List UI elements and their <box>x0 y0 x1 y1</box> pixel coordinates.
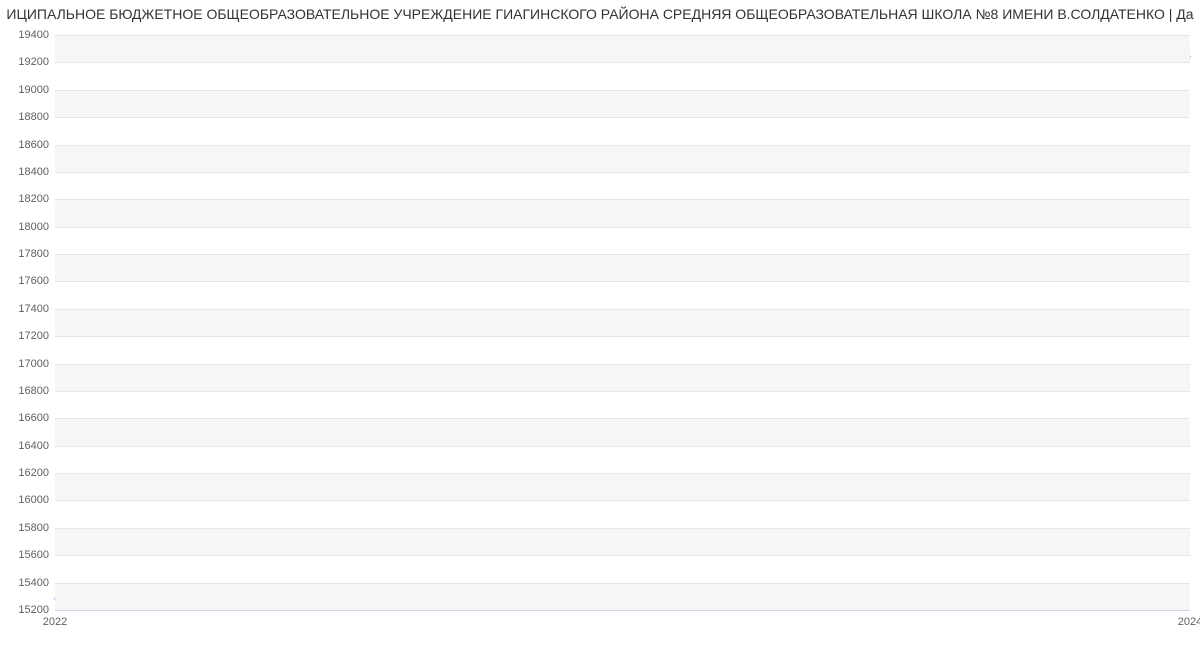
y-tick-label: 16800 <box>18 385 55 397</box>
grid-line <box>55 391 1190 392</box>
y-tick-label: 16600 <box>18 412 55 424</box>
y-tick-label: 16000 <box>18 494 55 506</box>
grid-band <box>55 446 1190 473</box>
grid-line <box>55 90 1190 91</box>
y-tick-label: 17400 <box>18 303 55 315</box>
grid-band <box>55 473 1190 500</box>
y-tick-label: 19000 <box>18 84 55 96</box>
y-tick-label: 18000 <box>18 221 55 233</box>
x-tick-label: 2022 <box>43 610 67 628</box>
grid-line <box>55 145 1190 146</box>
y-tick-label: 15400 <box>18 577 55 589</box>
plot-area: 1520015400156001580016000162001640016600… <box>55 35 1190 610</box>
y-tick-label: 15800 <box>18 522 55 534</box>
grid-line <box>55 528 1190 529</box>
y-tick-label: 17800 <box>18 248 55 260</box>
grid-band <box>55 528 1190 555</box>
grid-line <box>55 62 1190 63</box>
grid-line <box>55 583 1190 584</box>
y-tick-label: 18800 <box>18 111 55 123</box>
y-tick-label: 15600 <box>18 549 55 561</box>
y-tick-label: 16400 <box>18 440 55 452</box>
chart-container: ИЦИПАЛЬНОЕ БЮДЖЕТНОЕ ОБЩЕОБРАЗОВАТЕЛЬНОЕ… <box>0 0 1200 650</box>
grid-band <box>55 500 1190 527</box>
grid-band <box>55 281 1190 308</box>
grid-band <box>55 583 1190 610</box>
grid-band <box>55 62 1190 89</box>
grid-band <box>55 145 1190 172</box>
grid-band <box>55 364 1190 391</box>
y-tick-label: 16200 <box>18 467 55 479</box>
grid-line <box>55 446 1190 447</box>
grid-line <box>55 364 1190 365</box>
grid-line <box>55 309 1190 310</box>
grid-line <box>55 418 1190 419</box>
y-tick-label: 19200 <box>18 56 55 68</box>
grid-band <box>55 336 1190 363</box>
y-tick-label: 17600 <box>18 275 55 287</box>
grid-line <box>55 227 1190 228</box>
y-tick-label: 18200 <box>18 193 55 205</box>
grid-line <box>55 500 1190 501</box>
grid-band <box>55 555 1190 582</box>
grid-line <box>55 172 1190 173</box>
x-axis-line <box>55 610 1190 611</box>
y-tick-label: 17000 <box>18 358 55 370</box>
grid-band <box>55 199 1190 226</box>
grid-band <box>55 35 1190 62</box>
grid-band <box>55 90 1190 117</box>
grid-line <box>55 35 1190 36</box>
y-tick-label: 18400 <box>18 166 55 178</box>
grid-band <box>55 418 1190 445</box>
chart-title: ИЦИПАЛЬНОЕ БЮДЖЕТНОЕ ОБЩЕОБРАЗОВАТЕЛЬНОЕ… <box>0 6 1200 22</box>
grid-band <box>55 227 1190 254</box>
grid-line <box>55 117 1190 118</box>
grid-band <box>55 254 1190 281</box>
grid-line <box>55 336 1190 337</box>
grid-band <box>55 117 1190 144</box>
y-tick-label: 19400 <box>18 29 55 41</box>
grid-line <box>55 281 1190 282</box>
grid-line <box>55 199 1190 200</box>
grid-line <box>55 555 1190 556</box>
grid-band <box>55 391 1190 418</box>
grid-band <box>55 172 1190 199</box>
x-tick-label: 2024 <box>1178 610 1200 628</box>
grid-line <box>55 473 1190 474</box>
grid-band <box>55 309 1190 336</box>
grid-line <box>55 254 1190 255</box>
y-tick-label: 17200 <box>18 330 55 342</box>
y-tick-label: 18600 <box>18 139 55 151</box>
